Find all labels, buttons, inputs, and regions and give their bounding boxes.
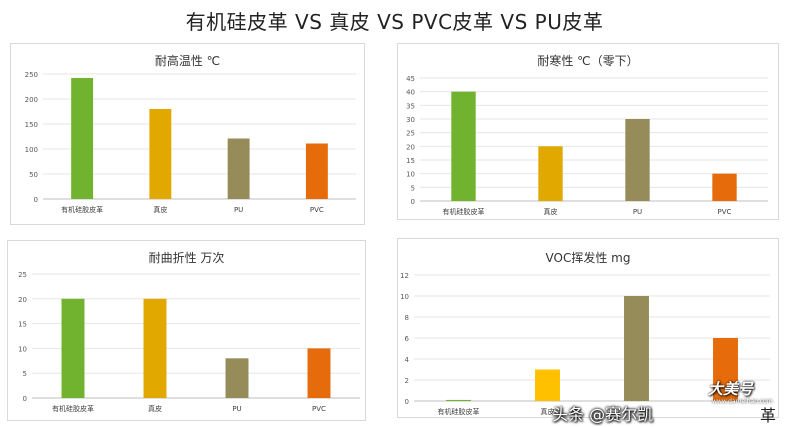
x-tick-label: 真皮 <box>544 207 558 216</box>
bar <box>625 119 650 201</box>
y-tick-label: 10 <box>406 171 415 179</box>
y-tick-label: 45 <box>406 75 415 83</box>
chart-svg: 0 5 10 15 20 25 有机硅胶皮革 真皮 PU PVC <box>18 271 360 413</box>
bar <box>624 296 649 401</box>
x-tick-label: PU <box>232 405 241 413</box>
x-tick-label: 真皮 <box>153 205 167 214</box>
chart-svg: 0 5 10 15 20 25 30 35 40 45 有机硅胶皮革 真皮 PU PVC <box>406 75 768 216</box>
y-tick-label: 40 <box>406 89 415 97</box>
bar <box>451 91 476 201</box>
y-tick-label: 10 <box>400 293 409 301</box>
stamp-logo: 大美号 <box>708 380 754 398</box>
bar <box>535 369 560 401</box>
chart-title: 耐曲折性 万次 <box>148 251 225 265</box>
bar <box>446 399 471 401</box>
chart-title: 耐寒性 ℃（零下） <box>537 54 639 68</box>
y-tick-label: 200 <box>25 96 38 104</box>
y-tick-label: 8 <box>405 314 409 322</box>
bar <box>225 358 249 398</box>
bar <box>61 298 85 398</box>
chart-panel-heat-resistance: 耐高温性 ℃ 0 50 100 150 200 250 有机硅胶皮革 真皮 PU PVC <box>10 43 365 225</box>
bar <box>307 348 331 398</box>
y-tick-label: 6 <box>405 335 410 343</box>
x-tick-label: 真皮 <box>541 407 555 416</box>
y-tick-label: 10 <box>18 345 27 353</box>
x-tick-label: 有机硅胶皮革 <box>61 205 103 214</box>
x-tick-label: 有机硅胶皮革 <box>438 407 480 416</box>
bar <box>149 109 172 199</box>
y-tick-label: 25 <box>18 271 27 279</box>
x-tick-label: PU <box>633 208 642 216</box>
y-tick-label: 5 <box>411 184 415 192</box>
y-tick-label: 20 <box>406 143 415 151</box>
bar <box>71 78 94 199</box>
x-tick-label: 真皮 <box>148 404 162 413</box>
y-tick-label: 5 <box>23 370 27 378</box>
bar <box>538 146 563 201</box>
y-tick-label: 30 <box>406 116 415 124</box>
bar <box>305 143 328 199</box>
x-tick-label: PVC <box>312 405 326 413</box>
x-tick-label: PVC <box>310 206 324 214</box>
bar <box>143 298 167 398</box>
page-title: 有机硅皮革 VS 真皮 VS PVC皮革 VS PU皮革 <box>185 10 604 34</box>
chart-panel-flex-resistance: 耐曲折性 万次 0 5 10 15 20 25 有机硅胶皮革 真皮 PU PVC <box>7 240 366 421</box>
y-tick-label: 20 <box>18 296 27 304</box>
x-tick-label: 有机硅胶皮革 <box>443 207 485 216</box>
chart-svg: 0 50 100 150 200 250 有机硅胶皮革 真皮 PU PVC <box>25 71 356 214</box>
chart-title: VOC挥发性 mg <box>545 251 631 265</box>
x-tick-label: PVC <box>718 208 732 216</box>
x-tick-label: PU <box>234 206 243 214</box>
y-tick-label: 0 <box>34 196 38 204</box>
stamp-url: www.dameihao.com <box>712 398 773 405</box>
chart-svg: 0 2 4 6 8 10 12 有机硅胶皮革 真皮 <box>400 272 770 416</box>
y-tick-label: 0 <box>23 395 27 403</box>
bar <box>227 138 250 199</box>
y-tick-label: 15 <box>18 321 27 329</box>
chart-panel-voc: VOC挥发性 mg 0 2 4 6 8 10 12 有机硅胶皮革 真皮 <box>397 238 779 418</box>
bar <box>712 173 737 201</box>
chart-panel-cold-resistance: 耐寒性 ℃（零下） 0 5 10 15 20 25 30 35 40 45 有机硅胶皮革 真皮 PU PV… <box>397 43 779 220</box>
y-tick-label: 4 <box>405 356 410 364</box>
y-tick-label: 250 <box>25 71 38 79</box>
y-tick-label: 50 <box>29 171 38 179</box>
chart-title: 耐高温性 ℃ <box>154 54 221 68</box>
bar <box>713 338 738 401</box>
y-tick-label: 15 <box>406 157 415 165</box>
watermark-text: 头条 @赛尔凯 <box>552 405 654 424</box>
y-tick-label: 0 <box>405 398 409 406</box>
y-tick-label: 2 <box>405 377 409 385</box>
y-tick-label: 0 <box>411 198 415 206</box>
y-tick-label: 150 <box>25 121 38 129</box>
edge-character: 革 <box>760 406 777 425</box>
y-tick-label: 35 <box>406 102 415 110</box>
y-tick-label: 12 <box>400 272 409 280</box>
y-tick-label: 25 <box>406 130 415 138</box>
y-tick-label: 100 <box>25 146 38 154</box>
x-tick-label: 有机硅胶皮革 <box>52 404 94 413</box>
